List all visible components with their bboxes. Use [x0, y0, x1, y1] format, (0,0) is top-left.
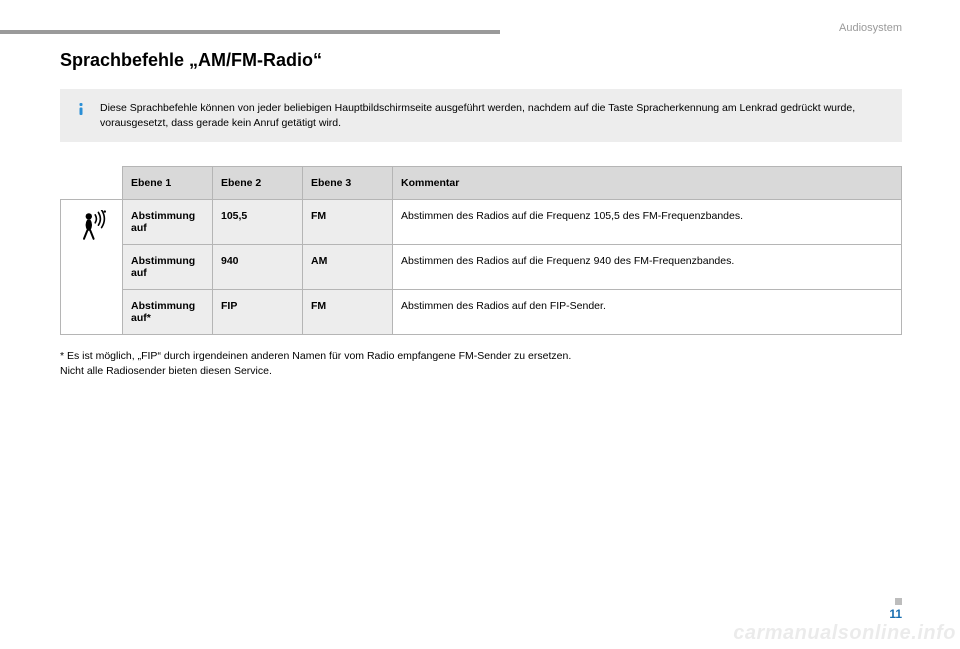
footnote-line-1: * Es ist möglich, „FIP“ durch irgendeine… — [60, 349, 902, 364]
cell-ebene-2: FIP — [213, 290, 303, 335]
top-accent-bar — [0, 30, 500, 34]
cell-kommentar: Abstimmen des Radios auf den FIP-Sender. — [393, 290, 902, 335]
cell-ebene-3: FM — [303, 200, 393, 245]
table-row: Abstimmung auf* FIP FM Abstimmen des Rad… — [61, 290, 902, 335]
voice-command-icon — [76, 210, 108, 242]
voice-command-table: Ebene 1 Ebene 2 Ebene 3 Kommentar — [60, 166, 902, 335]
watermark: carmanualsonline.info — [733, 622, 956, 645]
page: Audiosystem Sprachbefehle „AM/FM-Radio“ … — [0, 0, 960, 649]
header-icon-cell — [61, 167, 123, 200]
voice-icon-cell — [61, 200, 123, 335]
cell-ebene-2: 940 — [213, 245, 303, 290]
table-header-row: Ebene 1 Ebene 2 Ebene 3 Kommentar — [61, 167, 902, 200]
info-box: Diese Sprachbefehle können von jeder bel… — [60, 89, 902, 142]
cell-ebene-2: 105,5 — [213, 200, 303, 245]
cell-ebene-1: Abstimmung auf — [123, 245, 213, 290]
page-title: Sprachbefehle „AM/FM-Radio“ — [60, 50, 902, 71]
section-label: Audiosystem — [839, 22, 902, 34]
cell-kommentar: Abstimmen des Radios auf die Frequenz 10… — [393, 200, 902, 245]
cell-ebene-1: Abstimmung auf* — [123, 290, 213, 335]
table-row: Abstimmung auf 105,5 FM Abstimmen des Ra… — [61, 200, 902, 245]
info-icon — [74, 102, 88, 116]
info-text: Diese Sprachbefehle können von jeder bel… — [100, 101, 888, 130]
footnote: * Es ist möglich, „FIP“ durch irgendeine… — [60, 349, 902, 378]
header-ebene-2: Ebene 2 — [213, 167, 303, 200]
cell-ebene-1: Abstimmung auf — [123, 200, 213, 245]
cell-ebene-3: AM — [303, 245, 393, 290]
cell-ebene-3: FM — [303, 290, 393, 335]
cell-kommentar: Abstimmen des Radios auf die Frequenz 94… — [393, 245, 902, 290]
footnote-line-2: Nicht alle Radiosender bieten diesen Ser… — [60, 364, 902, 379]
header-ebene-3: Ebene 3 — [303, 167, 393, 200]
page-marker-dot — [895, 598, 902, 605]
header-ebene-1: Ebene 1 — [123, 167, 213, 200]
table-row: Abstimmung auf 940 AM Abstimmen des Radi… — [61, 245, 902, 290]
page-number: 11 — [889, 607, 902, 621]
content-area: Sprachbefehle „AM/FM-Radio“ Diese Sprach… — [60, 50, 902, 379]
header-kommentar: Kommentar — [393, 167, 902, 200]
